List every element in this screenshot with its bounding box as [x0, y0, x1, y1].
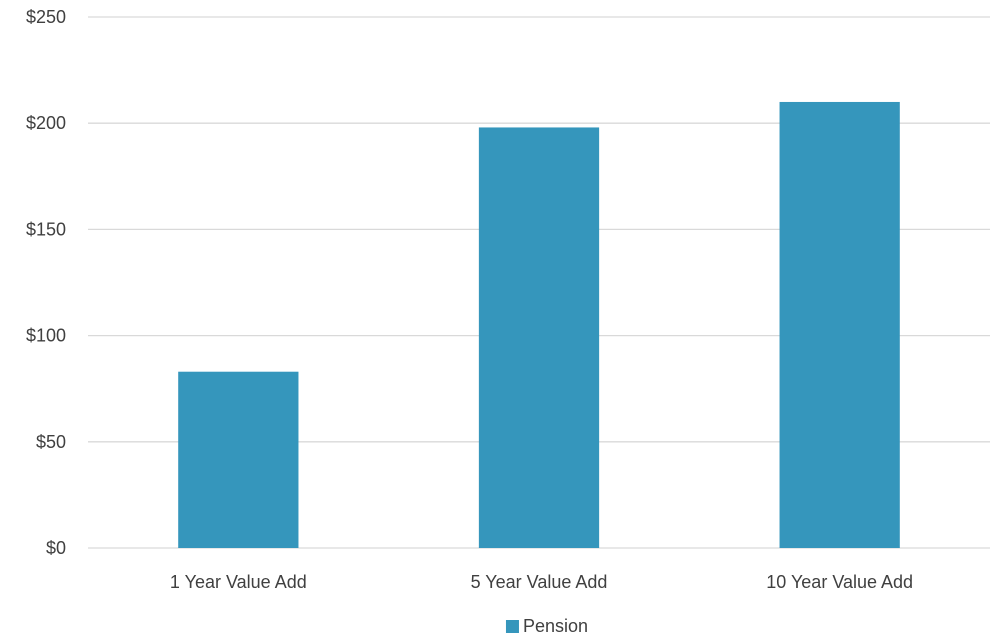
- x-tick-label: 5 Year Value Add: [471, 572, 608, 592]
- bar-2[interactable]: [478, 127, 600, 548]
- y-tick-label: $50: [36, 432, 66, 452]
- legend: Pension: [505, 616, 588, 636]
- legend-label: Pension: [523, 616, 588, 636]
- x-axis-ticks: 1 Year Value Add 5 Year Value Add 10 Year …: [170, 572, 913, 592]
- bars: [178, 101, 900, 549]
- y-tick-label: $0: [46, 538, 66, 558]
- y-tick-label: $250: [26, 7, 66, 27]
- y-tick-label: $200: [26, 113, 66, 133]
- y-tick-label: $150: [26, 219, 66, 239]
- legend-swatch: [505, 620, 519, 633]
- y-axis-ticks: $0 $50 $100 $150 $200 $250: [26, 7, 66, 558]
- bar-3[interactable]: [779, 101, 900, 549]
- bar-1[interactable]: [178, 371, 299, 548]
- x-tick-label: 10 Year Value Add: [766, 572, 913, 592]
- x-tick-label: 1 Year Value Add: [170, 572, 307, 592]
- y-tick-label: $100: [26, 326, 66, 346]
